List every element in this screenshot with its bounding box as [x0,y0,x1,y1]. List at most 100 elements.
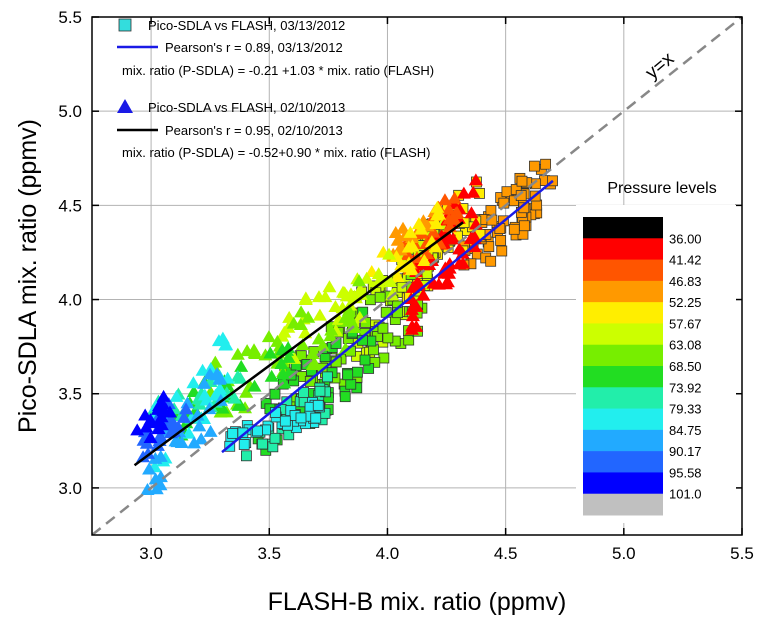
colorbar-swatch [583,280,663,303]
triangle-point [136,450,151,463]
square-point [238,439,250,450]
triangle-point [295,338,310,351]
colorbar-level-label: 57.67 [669,316,702,331]
triangle-point [186,376,201,389]
triangle-point [407,297,422,310]
colorbar-level-label: 90.17 [669,444,702,459]
triangle-point [447,191,462,204]
legend-label: mix. ratio (P-SDLA) = -0.21 +1.03 * mix.… [122,63,434,78]
legend-label: Pearson's r = 0.95, 02/10/2013 [165,123,343,138]
colorbar-level-label: 95.58 [669,465,702,480]
square-point [508,223,520,235]
identity-line [92,17,742,535]
square-point [382,332,394,344]
triangle-point [140,482,155,495]
colorbar-level-label: 52.25 [669,295,702,310]
triangle-point [203,424,218,437]
colorbar-swatch [583,493,663,516]
triangle-point [405,239,420,252]
triangle-point [212,382,227,395]
triangle-point [197,412,212,425]
colorbar: Pressure levels 36.00 41.42 46.83 52.25 57.67… [576,180,736,523]
triangle-point [429,208,444,221]
square-point [314,385,326,397]
square-point [310,412,322,424]
x-tick-label: 5.5 [730,544,754,563]
colorbar-level-label: 101.0 [669,487,702,502]
triangle-point [165,415,180,428]
triangle-point [403,225,418,238]
triangle-point [279,343,294,356]
triangle-point [270,334,285,347]
colorbar-swatch [583,451,663,473]
triangle-point [181,426,196,439]
triangle-point [359,271,374,284]
square-point [485,255,497,267]
colorbar-swatch [583,408,663,431]
square-point [529,160,540,172]
triangle-point [395,221,410,234]
y-tick-label: 4.5 [58,196,82,215]
square-point [359,354,371,366]
triangle-point [197,376,212,389]
fit-line [221,179,554,454]
triangle-point [148,451,163,464]
triangle-point [155,395,170,408]
triangle-point [426,276,441,289]
triangle-point [430,200,445,213]
triangle-point [180,396,195,409]
square-point [377,322,389,334]
square-point [322,371,333,383]
triangle-point [153,470,168,483]
triangle-point [247,379,262,392]
x-tick-label: 5.0 [612,544,636,563]
square-point [298,387,309,398]
x-axis-label: FLASH-B mix. ratio (ppmv) [268,588,567,616]
triangle-point [455,256,470,269]
square-point [342,369,354,381]
square-point [496,245,508,257]
triangle-point [371,267,386,280]
triangle-point [227,391,242,404]
triangle-point [261,330,276,343]
fit-line [133,221,464,467]
colorbar-title: Pressure levels [607,180,716,197]
triangle-point [394,258,409,271]
triangle-point [294,305,309,318]
triangle-point [339,289,354,302]
triangle-point [203,362,218,375]
colorbar-level-label: 41.42 [669,253,702,268]
colorbar-swatch [583,429,663,452]
triangle-point [452,242,467,255]
triangle-point [305,346,320,359]
triangle-point [233,371,248,384]
triangle-point [187,436,202,449]
x-tick-label: 4.5 [494,544,518,563]
triangle-point [192,397,207,410]
triangle-point [437,193,452,206]
triangle-point [416,288,431,301]
triangle-point [176,410,191,423]
triangle-point [466,185,481,198]
triangle-point [468,173,483,186]
triangle-point [426,225,441,238]
triangle-point [371,275,386,288]
triangle-point [307,357,322,370]
triangle-point [154,410,169,423]
triangle-point [388,226,403,239]
triangle-point [322,280,337,293]
triangle-point [318,290,333,303]
triangle-point [263,346,278,359]
triangle-point [447,212,462,225]
triangle-point [405,309,420,322]
square-point [304,376,316,387]
triangle-point [315,338,330,351]
square-point [227,427,239,439]
triangle-point [234,359,249,372]
legend-square-marker [118,18,132,32]
colorbar-swatch [583,217,663,239]
triangle-point [274,357,289,370]
triangle-point [464,206,479,219]
triangle-point [195,363,210,376]
